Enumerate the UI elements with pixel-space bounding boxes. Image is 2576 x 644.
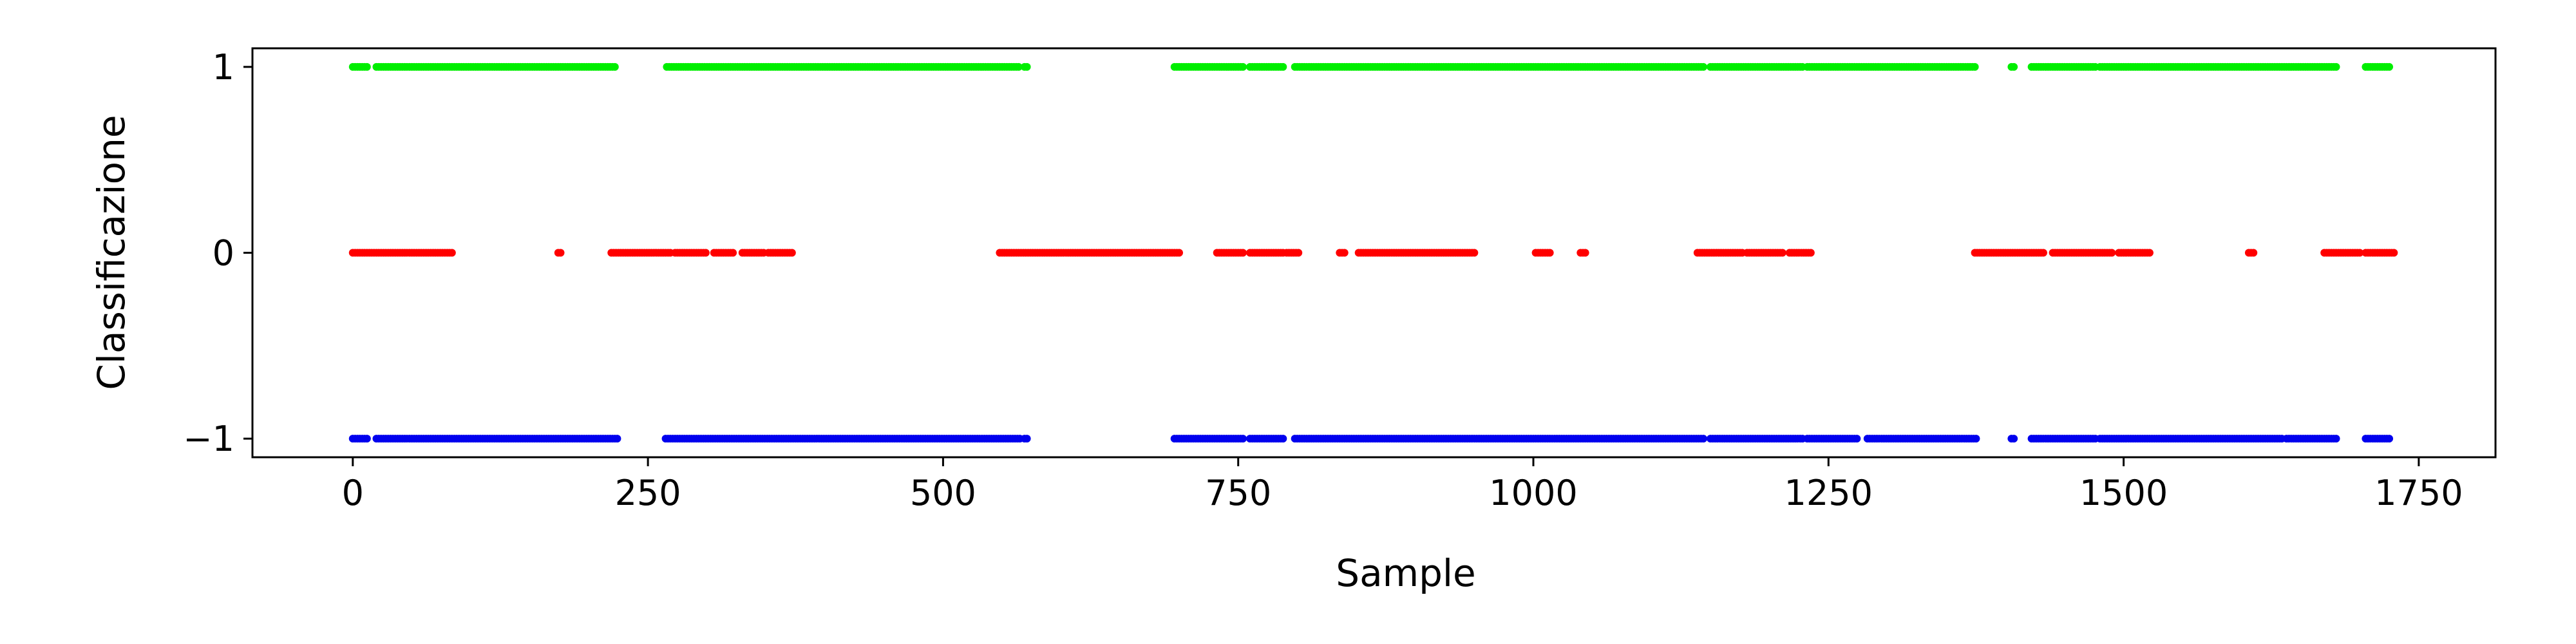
data-point bbox=[2010, 62, 2018, 71]
data-point bbox=[1470, 249, 1479, 257]
x-axis-label: Sample bbox=[1336, 551, 1475, 595]
data-point bbox=[1023, 62, 1031, 71]
data-point bbox=[1581, 249, 1589, 257]
y-axis: 1 0 −1 bbox=[183, 47, 252, 459]
data-point bbox=[363, 62, 371, 71]
data-point bbox=[2332, 62, 2340, 71]
data-point bbox=[363, 435, 371, 443]
data-point bbox=[1014, 62, 1023, 71]
x-tick-label: 750 bbox=[1205, 473, 1271, 513]
data-point bbox=[788, 249, 796, 257]
data-point bbox=[613, 435, 621, 443]
data-point bbox=[2145, 249, 2154, 257]
x-tick-label: 500 bbox=[910, 473, 976, 513]
data-point bbox=[1239, 249, 1247, 257]
data-point bbox=[556, 249, 565, 257]
data-point bbox=[448, 249, 456, 257]
data-point bbox=[2356, 249, 2364, 257]
x-tick-label: 1750 bbox=[2374, 473, 2463, 513]
data-point bbox=[2390, 249, 2398, 257]
x-tick-label: 0 bbox=[342, 473, 364, 513]
data-point bbox=[1700, 62, 1707, 71]
data-point bbox=[1279, 62, 1287, 71]
points-layer bbox=[348, 62, 2398, 443]
y-tick-label: −1 bbox=[183, 419, 234, 459]
x-tick-label: 1250 bbox=[1785, 473, 1873, 513]
data-point bbox=[2249, 249, 2258, 257]
data-point bbox=[2108, 249, 2116, 257]
series-1 bbox=[348, 249, 2398, 257]
data-point bbox=[1806, 249, 1815, 257]
data-point bbox=[611, 62, 619, 71]
data-point bbox=[1546, 249, 1554, 257]
data-point bbox=[729, 249, 737, 257]
data-point bbox=[1239, 435, 1247, 443]
y-axis-label: Classificazione bbox=[90, 115, 133, 390]
series-0 bbox=[348, 62, 2393, 71]
data-point bbox=[1294, 249, 1303, 257]
x-tick-label: 1500 bbox=[2079, 473, 2168, 513]
data-point bbox=[1778, 249, 1786, 257]
data-point bbox=[1971, 62, 1979, 71]
x-tick-label: 250 bbox=[615, 473, 681, 513]
data-point bbox=[1853, 435, 1861, 443]
data-point bbox=[1175, 249, 1183, 257]
data-point bbox=[1023, 435, 1031, 443]
data-point bbox=[1279, 435, 1287, 443]
data-point bbox=[1700, 435, 1707, 443]
data-point bbox=[701, 249, 710, 257]
data-point bbox=[2385, 62, 2393, 71]
series-2 bbox=[348, 435, 2393, 443]
data-point bbox=[1340, 249, 1349, 257]
y-tick-label: 0 bbox=[213, 233, 234, 274]
data-point bbox=[2385, 435, 2393, 443]
data-point bbox=[2010, 435, 2018, 443]
y-tick-label: 1 bbox=[213, 47, 234, 88]
x-axis: 0 250 500 750 1000 1250 1500 1750 bbox=[342, 457, 2463, 513]
x-tick-label: 1000 bbox=[1489, 473, 1577, 513]
data-point bbox=[2332, 435, 2340, 443]
data-point bbox=[2039, 249, 2047, 257]
data-point bbox=[1239, 62, 1247, 71]
data-point bbox=[1972, 435, 1980, 443]
